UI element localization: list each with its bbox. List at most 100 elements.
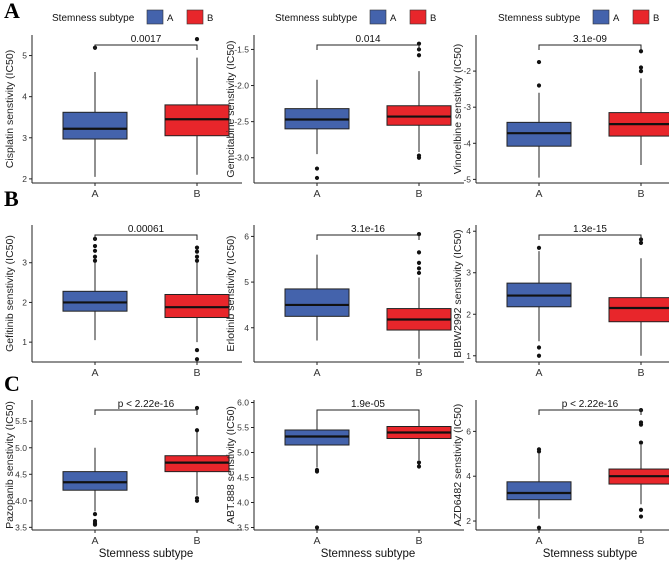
- significance-bracket: [538, 44, 642, 50]
- box-B: [164, 37, 230, 175]
- y-axis-label: Erlotinib senstivity (IC50): [225, 235, 237, 351]
- p-value-label: 3.1e-16: [351, 224, 385, 235]
- x-tick-label: A: [313, 188, 320, 200]
- y-axis-label: ABT.888 senstivity (IC50): [225, 406, 237, 524]
- x-axis-label: Stemness subtype: [99, 548, 194, 560]
- outlier-point: [416, 460, 422, 465]
- significance-bracket: [94, 44, 198, 50]
- x-axis-label: Stemness subtype: [543, 548, 638, 560]
- iqr-box: [284, 288, 350, 317]
- box-plot-1: 2 3 4 5 Cisplatin senstivity (IC50) A B 0.0017 S…: [4, 9, 242, 200]
- outlier-point: [638, 49, 644, 54]
- box-B: [608, 407, 669, 519]
- y-tick-label: 5.0: [15, 443, 27, 453]
- x-tick-label: A: [535, 367, 542, 379]
- y-tick-label: -3: [463, 102, 471, 112]
- y-tick-label: 4.5: [237, 473, 249, 483]
- y-tick-label: 4: [466, 471, 471, 481]
- y-tick-label: -2.5: [234, 117, 249, 127]
- p-value-label: p < 2.22e-16: [118, 399, 175, 410]
- p-value-label: 0.00061: [128, 224, 165, 235]
- x-tick-label: B: [415, 188, 422, 200]
- y-tick-label: 5: [22, 51, 27, 61]
- x-tick-label: A: [91, 535, 98, 547]
- outlier-point: [314, 525, 320, 530]
- y-tick-label: 2: [22, 297, 27, 307]
- outlier-point: [536, 59, 542, 65]
- p-value-label: 1.9e-05: [351, 399, 385, 410]
- y-tick-label: 4.0: [15, 496, 27, 506]
- outlier-point: [194, 498, 200, 503]
- box-B: [164, 245, 230, 362]
- x-tick-label: B: [637, 367, 644, 379]
- x-tick-label: B: [415, 535, 422, 547]
- box-A: [284, 415, 350, 530]
- legend-label-A: A: [167, 13, 174, 24]
- outlier-point: [536, 345, 542, 350]
- y-tick-label: -2.0: [234, 81, 249, 91]
- box-A: [506, 447, 572, 530]
- y-tick-label: -2: [463, 66, 471, 76]
- x-tick-label: B: [193, 367, 200, 379]
- legend-label-A: A: [390, 13, 397, 24]
- y-tick-label: 4.0: [237, 498, 249, 508]
- panel-label-a: A: [4, 0, 20, 23]
- x-tick-label: A: [535, 188, 542, 200]
- outlier-point: [416, 53, 422, 58]
- box-A: [284, 254, 350, 341]
- x-tick-label: A: [313, 535, 320, 547]
- y-tick-label: 5.5: [237, 423, 249, 433]
- outlier-point: [92, 522, 98, 527]
- box-B: [386, 41, 452, 160]
- legend-label-A: A: [613, 13, 620, 24]
- y-axis-label: AZD6482 senstivity (IC50): [452, 404, 464, 527]
- y-tick-label: -1.5: [234, 44, 249, 54]
- legend: Stemness subtype A B: [275, 9, 436, 25]
- x-tick-label: B: [637, 535, 644, 547]
- legend-label-B: B: [430, 13, 436, 24]
- outlier-point: [416, 270, 422, 276]
- p-value-label: 1.3e-15: [573, 224, 607, 235]
- y-axis-label: Pazopanib senstivity (IC50): [4, 401, 16, 529]
- y-tick-label: 1: [22, 337, 27, 347]
- outlier-point: [314, 175, 320, 181]
- legend-title: Stemness subtype: [52, 13, 135, 24]
- x-tick-label: B: [193, 188, 200, 200]
- y-tick-label: 4: [466, 226, 471, 236]
- legend-swatch-A: [146, 9, 164, 25]
- significance-bracket: [94, 234, 198, 240]
- significance-bracket: [316, 44, 420, 50]
- iqr-box: [506, 481, 572, 501]
- box-A: [506, 245, 572, 358]
- box-A: [62, 236, 128, 341]
- y-tick-label: 3.5: [237, 523, 249, 533]
- y-tick-label: 3: [22, 133, 27, 143]
- y-tick-label: 1: [466, 351, 471, 361]
- outlier-point: [194, 428, 200, 433]
- x-tick-label: A: [535, 535, 542, 547]
- legend-swatch-B: [632, 9, 650, 25]
- outlier-point: [638, 68, 644, 74]
- y-tick-label: 3.5: [15, 522, 27, 532]
- outlier-point: [536, 83, 542, 88]
- y-tick-label: 5.0: [237, 448, 249, 458]
- outlier-point: [92, 258, 98, 263]
- box-A: [284, 79, 350, 181]
- y-axis-label: Gemcitabine senstivity (IC50): [225, 40, 237, 177]
- iqr-box: [164, 293, 230, 319]
- outlier-point: [92, 254, 98, 259]
- box-A: [506, 59, 572, 178]
- outlier-point: [638, 420, 644, 425]
- y-tick-label: 4.5: [15, 469, 27, 479]
- box-B: [386, 232, 452, 359]
- outlier-point: [194, 347, 200, 353]
- legend: Stemness subtype A B: [52, 9, 213, 25]
- panel-label-b: B: [4, 186, 19, 211]
- y-tick-label: 6: [466, 426, 471, 436]
- outlier-point: [638, 240, 644, 245]
- significance-bracket: [538, 234, 642, 240]
